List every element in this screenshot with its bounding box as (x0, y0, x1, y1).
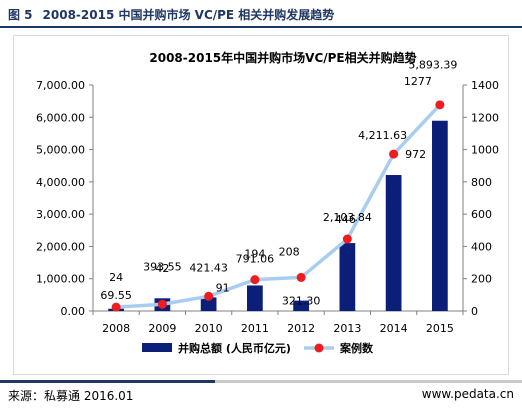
bar-2014 (385, 175, 402, 311)
right-tick-label: 1400 (471, 79, 499, 92)
legend-swatch-bars (142, 343, 172, 352)
case-point-2010 (204, 291, 214, 301)
figure-heading: 图 5 2008-2015 中国并购市场 VC/PE 相关并购发展趋势 (8, 6, 334, 23)
bar-2010 (200, 297, 217, 311)
bar-value-label: 393.55 (143, 260, 182, 273)
bottom-rule-dark (0, 380, 215, 383)
right-tick-label: 1200 (471, 111, 499, 124)
x-tick-label: 2015 (426, 322, 454, 335)
case-value-label: 91 (216, 281, 230, 294)
legend-label-bars: 并购总额 (人民币亿元) (178, 341, 291, 355)
chart-frame: 2008-2015年中国并购市场VC/PE相关并购趋势 0.00 1,000.00 2… (13, 35, 509, 375)
case-count-line (116, 103, 442, 309)
combo-chart: 2008-2015年中国并购市场VC/PE相关并购趋势 0.00 1,000.00 2… (36, 50, 499, 355)
case-value-label: 194 (244, 248, 265, 261)
bar-value-label: 4,211.63 (358, 129, 407, 142)
case-value-label: 1277 (404, 75, 432, 88)
bar-value-label: 69.55 (100, 289, 132, 302)
source-note: 来源：私募通 2016.01 (8, 389, 134, 403)
bar-2012 (293, 300, 309, 311)
website-link[interactable]: www.pedata.cn (421, 387, 514, 401)
case-point-2012 (296, 272, 306, 282)
x-tick-label: 2011 (241, 322, 269, 335)
x-tick-label: 2008 (102, 322, 130, 335)
case-point-2013 (342, 234, 352, 244)
figure-caption: 2008-2015 中国并购市场 VC/PE 相关并购发展趋势 (42, 8, 335, 22)
case-point-2009 (157, 299, 167, 309)
case-point-2014 (389, 149, 399, 159)
bar-2013 (339, 243, 356, 311)
bar-value-label: 5,893.39 (408, 59, 457, 72)
x-tick-label: 2014 (380, 322, 408, 335)
case-value-label: 42 (155, 262, 169, 275)
bottom-rule-light (215, 380, 522, 383)
case-value-label: 446 (335, 213, 356, 226)
right-tick-label: 1000 (471, 144, 499, 157)
right-tick-label: 600 (471, 208, 492, 221)
bar-value-label: 321.30 (282, 295, 321, 308)
legend-label-line: 案例数 (339, 341, 374, 355)
left-tick-label: 4,000.00 (36, 176, 85, 189)
right-tick-label: 800 (471, 176, 492, 189)
right-tick-label: 200 (471, 273, 492, 286)
bar-value-label: 791.06 (236, 252, 275, 265)
chart-title: 2008-2015年中国并购市场VC/PE相关并购趋势 (149, 50, 416, 65)
left-tick-label: 0.00 (61, 305, 86, 318)
bar-value-label: 421.43 (189, 261, 228, 274)
bar-value-label: 2,103.84 (323, 211, 372, 224)
right-tick-label: 0 (471, 305, 478, 318)
case-value-label: 24 (109, 271, 123, 284)
case-value-label: 208 (279, 245, 300, 258)
figure-number: 图 5 (8, 8, 33, 22)
left-tick-label: 7,000.00 (36, 79, 85, 92)
case-point-2015 (435, 100, 445, 110)
legend-swatch-marker (314, 343, 324, 353)
x-tick-label: 2013 (333, 322, 361, 335)
left-tick-label: 6,000.00 (36, 111, 85, 124)
bar-2011 (247, 285, 263, 311)
left-tick-label: 3,000.00 (36, 208, 85, 221)
x-tick-label: 2009 (148, 322, 176, 335)
left-tick-label: 5,000.00 (36, 144, 85, 157)
top-rule (0, 26, 522, 28)
right-tick-label: 400 (471, 240, 492, 253)
case-value-label: 972 (405, 148, 426, 161)
case-point-2011 (250, 275, 260, 285)
left-tick-label: 2,000.00 (36, 240, 85, 253)
bar-2015 (432, 120, 448, 311)
x-tick-label: 2012 (287, 322, 315, 335)
x-tick-label: 2010 (195, 322, 223, 335)
case-point-2008 (111, 302, 121, 312)
left-tick-label: 1,000.00 (36, 273, 85, 286)
